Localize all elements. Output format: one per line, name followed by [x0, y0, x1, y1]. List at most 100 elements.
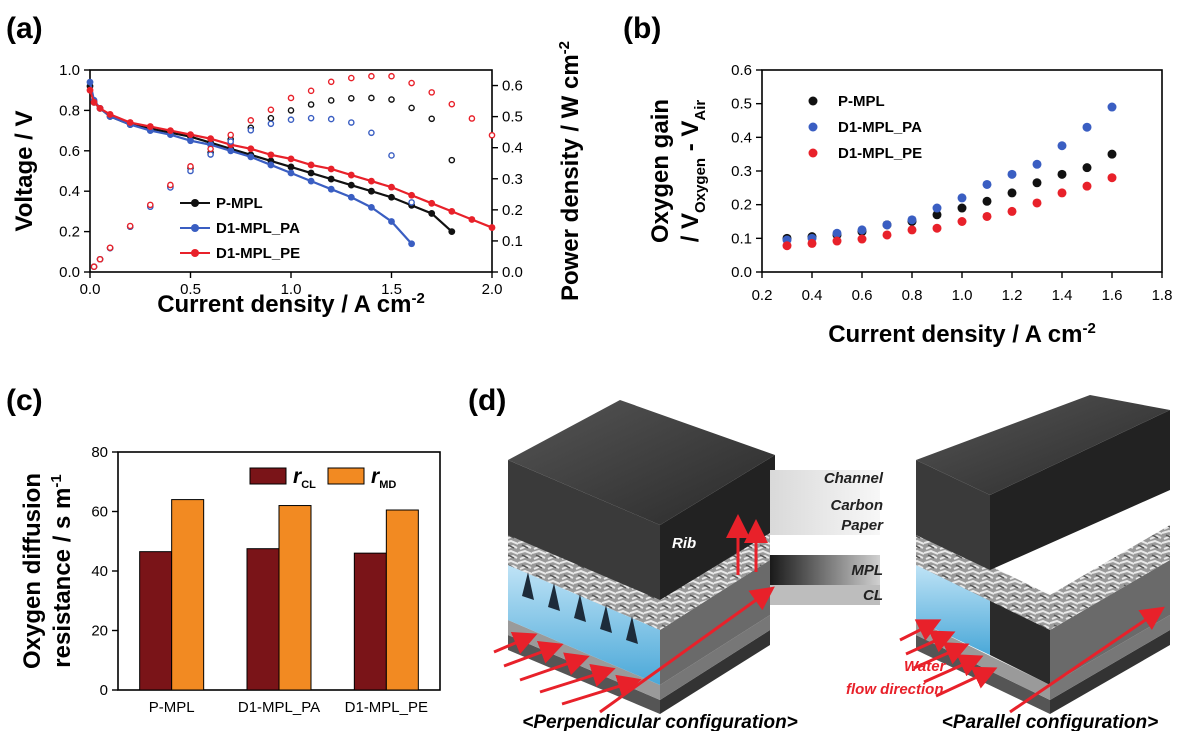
chart-c-category-label: P-MPL: [149, 699, 195, 716]
chart-b-point-d1-mpl-pa: [957, 193, 967, 203]
chart-a-point-d1-mpl-pa-power: [368, 129, 375, 137]
chart-c-y-tick-label: 80: [91, 444, 108, 461]
chart-a-point-p-mpl: [368, 187, 375, 195]
chart-a-point-d1-mpl-pe: [86, 86, 94, 94]
chart-c-bar-d1-mpl-pa-cl: [246, 548, 280, 691]
chart-a-point-d1-mpl-pe: [408, 191, 415, 199]
chart-a-point-d1-mpl-pe: [388, 183, 395, 191]
chart-b-x-tick-label: 0.8: [902, 287, 923, 304]
chart-a-point-d1-mpl-pa: [307, 177, 315, 185]
chart-b-y-tick-label: 0.6: [731, 62, 752, 79]
chart-a-point-d1-mpl-pe: [126, 119, 134, 126]
caption-perpendicular: <Perpendicular configuration>: [522, 712, 798, 731]
water-arrows-left: [493, 514, 775, 714]
chart-a-y-tick-label: 0.8: [59, 102, 80, 119]
chart-a-point-d1-mpl-pe-power: [488, 131, 496, 139]
chart-a-point-d1-mpl-pe: [247, 145, 255, 153]
chart-a-y2-tick-label: 0.1: [502, 233, 523, 250]
chart-a-legend-d1-pa: D1-MPL_PA: [216, 220, 300, 237]
chart-a-point-p-mpl-power: [347, 94, 355, 102]
catalyst-cones: [522, 572, 638, 644]
chart-a-point-d1-mpl-pe: [287, 155, 295, 163]
diagram-parallel: Water flow direction <Parallel configura…: [846, 395, 1170, 733]
chart-a-point-d1-mpl-pa: [368, 203, 375, 211]
chart-b-plot-frame: [761, 69, 1163, 273]
chart-a-point-d1-mpl-pa-power: [227, 138, 234, 145]
chart-b-point-d1-mpl-pa: [832, 228, 842, 238]
chart-a-point-d1-mpl-pe: [267, 151, 275, 159]
p-layer-carbon-side: [1050, 525, 1170, 630]
label-water: Water: [904, 658, 947, 675]
band-cl: [770, 585, 880, 605]
chart-b-point-p-mpl: [932, 210, 942, 220]
chart-a-point-d1-mpl-pe-power: [388, 72, 395, 80]
chart-a-point-p-mpl-power: [267, 114, 275, 122]
chart-a-point-d1-mpl-pe-power: [167, 181, 174, 189]
chart-b-point-d1-mpl-pe: [1082, 181, 1092, 191]
p-rib-side: [990, 410, 1170, 570]
p-layer-mpl-dark: [990, 600, 1050, 685]
chart-a-point-d1-mpl-pe: [106, 111, 114, 118]
chart-a-point-d1-mpl-pe-power: [287, 94, 295, 102]
chart-b-point-d1-mpl-pe: [982, 211, 992, 221]
chart-a-point-d1-mpl-pe-power: [96, 255, 104, 263]
label-mpl: MPL: [851, 562, 883, 579]
chart-a-y-tick-label: 0.4: [59, 183, 80, 200]
chart-a-point-p-mpl: [428, 210, 436, 217]
chart-b-point-d1-mpl-pa: [1032, 159, 1042, 169]
chart-a-y-tick-label: 0.0: [59, 264, 80, 281]
chart-a-point-d1-mpl-pa: [388, 218, 395, 225]
chart-b-point-p-mpl: [1057, 169, 1067, 179]
chart-b-point-d1-mpl-pa: [982, 179, 992, 189]
chart-b-point-d1-mpl-pe: [932, 223, 942, 233]
chart-b-y-tick-label: 0.1: [731, 230, 752, 247]
layer-base-side: [660, 630, 770, 714]
chart-a-point-d1-mpl-pe-power: [307, 87, 315, 95]
chart-a-point-d1-mpl-pe: [347, 171, 355, 179]
chart-a-point-d1-mpl-pe: [488, 224, 496, 231]
chart-a-point-d1-mpl-pe: [146, 123, 154, 130]
chart-a-point-p-mpl: [327, 175, 335, 183]
chart-b-y-tick-label: 0.2: [731, 197, 752, 214]
chart-a-x-tick-label: 0.5: [180, 281, 201, 298]
rib-side: [660, 455, 775, 600]
chart-a-point-d1-mpl-pe-power: [126, 222, 134, 230]
chart-b-point-d1-mpl-pe: [1007, 206, 1017, 216]
layer-carbon-side: [660, 525, 770, 630]
layer-mpl-front: [508, 565, 660, 685]
chart-b-point-d1-mpl-pa: [907, 215, 917, 225]
p-layer-mpl-side: [1050, 560, 1170, 685]
chart-a-point-d1-mpl-pe-power: [106, 244, 114, 252]
chart-b-point-d1-mpl-pa: [1107, 102, 1117, 112]
chart-b-y-label-line2: / VOxygen - VAir: [677, 100, 709, 243]
chart-c-legend-r-cl: rCL: [293, 465, 316, 491]
chart-a-point-d1-mpl-pe-power: [408, 79, 415, 87]
chart-a-legend-d1-pe: D1-MPL_PE: [216, 245, 300, 262]
chart-b-x-tick-label: 1.0: [952, 287, 973, 304]
layer-cl-side: [660, 615, 770, 700]
chart-a-point-d1-mpl-pa: [187, 137, 194, 145]
chart-a-point-p-mpl: [347, 181, 355, 189]
chart-b-legend: P-MPL D1-MPL_PA D1-MPL_PE: [808, 93, 922, 162]
chart-b-point-d1-mpl-pa: [1082, 122, 1092, 132]
panel-label-c: (c): [6, 384, 43, 417]
chart-a-point-d1-mpl-pe-power: [368, 72, 375, 80]
chart-c-y-tick-label: 20: [91, 623, 108, 640]
rib-front: [508, 460, 660, 600]
chart-a-point-d1-mpl-pa: [247, 153, 255, 161]
label-rib: Rib: [672, 535, 696, 552]
band-mpl: [770, 555, 880, 585]
chart-a-point-d1-mpl-pe: [96, 104, 104, 112]
p-layer-carbon-front: [916, 530, 1050, 630]
chart-b-x-label: Current density / A cm-2: [828, 320, 1096, 348]
chart-a-x-tick-label: 0.0: [80, 281, 101, 298]
chart-a-point-d1-mpl-pa: [408, 240, 415, 248]
chart-a-x-tick-label: 2.0: [482, 281, 503, 298]
chart-a-point-d1-mpl-pa: [287, 169, 295, 177]
chart-a-point-d1-mpl-pe-power: [146, 201, 154, 209]
chart-a-legend-p-mpl: P-MPL: [216, 195, 263, 212]
chart-b-y-tick-label: 0.4: [731, 129, 752, 146]
chart-a-point-d1-mpl-pa-power: [327, 115, 335, 123]
chart-b-legend-d1-pe: D1-MPL_PE: [838, 145, 922, 162]
chart-c-y-tick-label: 40: [91, 563, 108, 580]
